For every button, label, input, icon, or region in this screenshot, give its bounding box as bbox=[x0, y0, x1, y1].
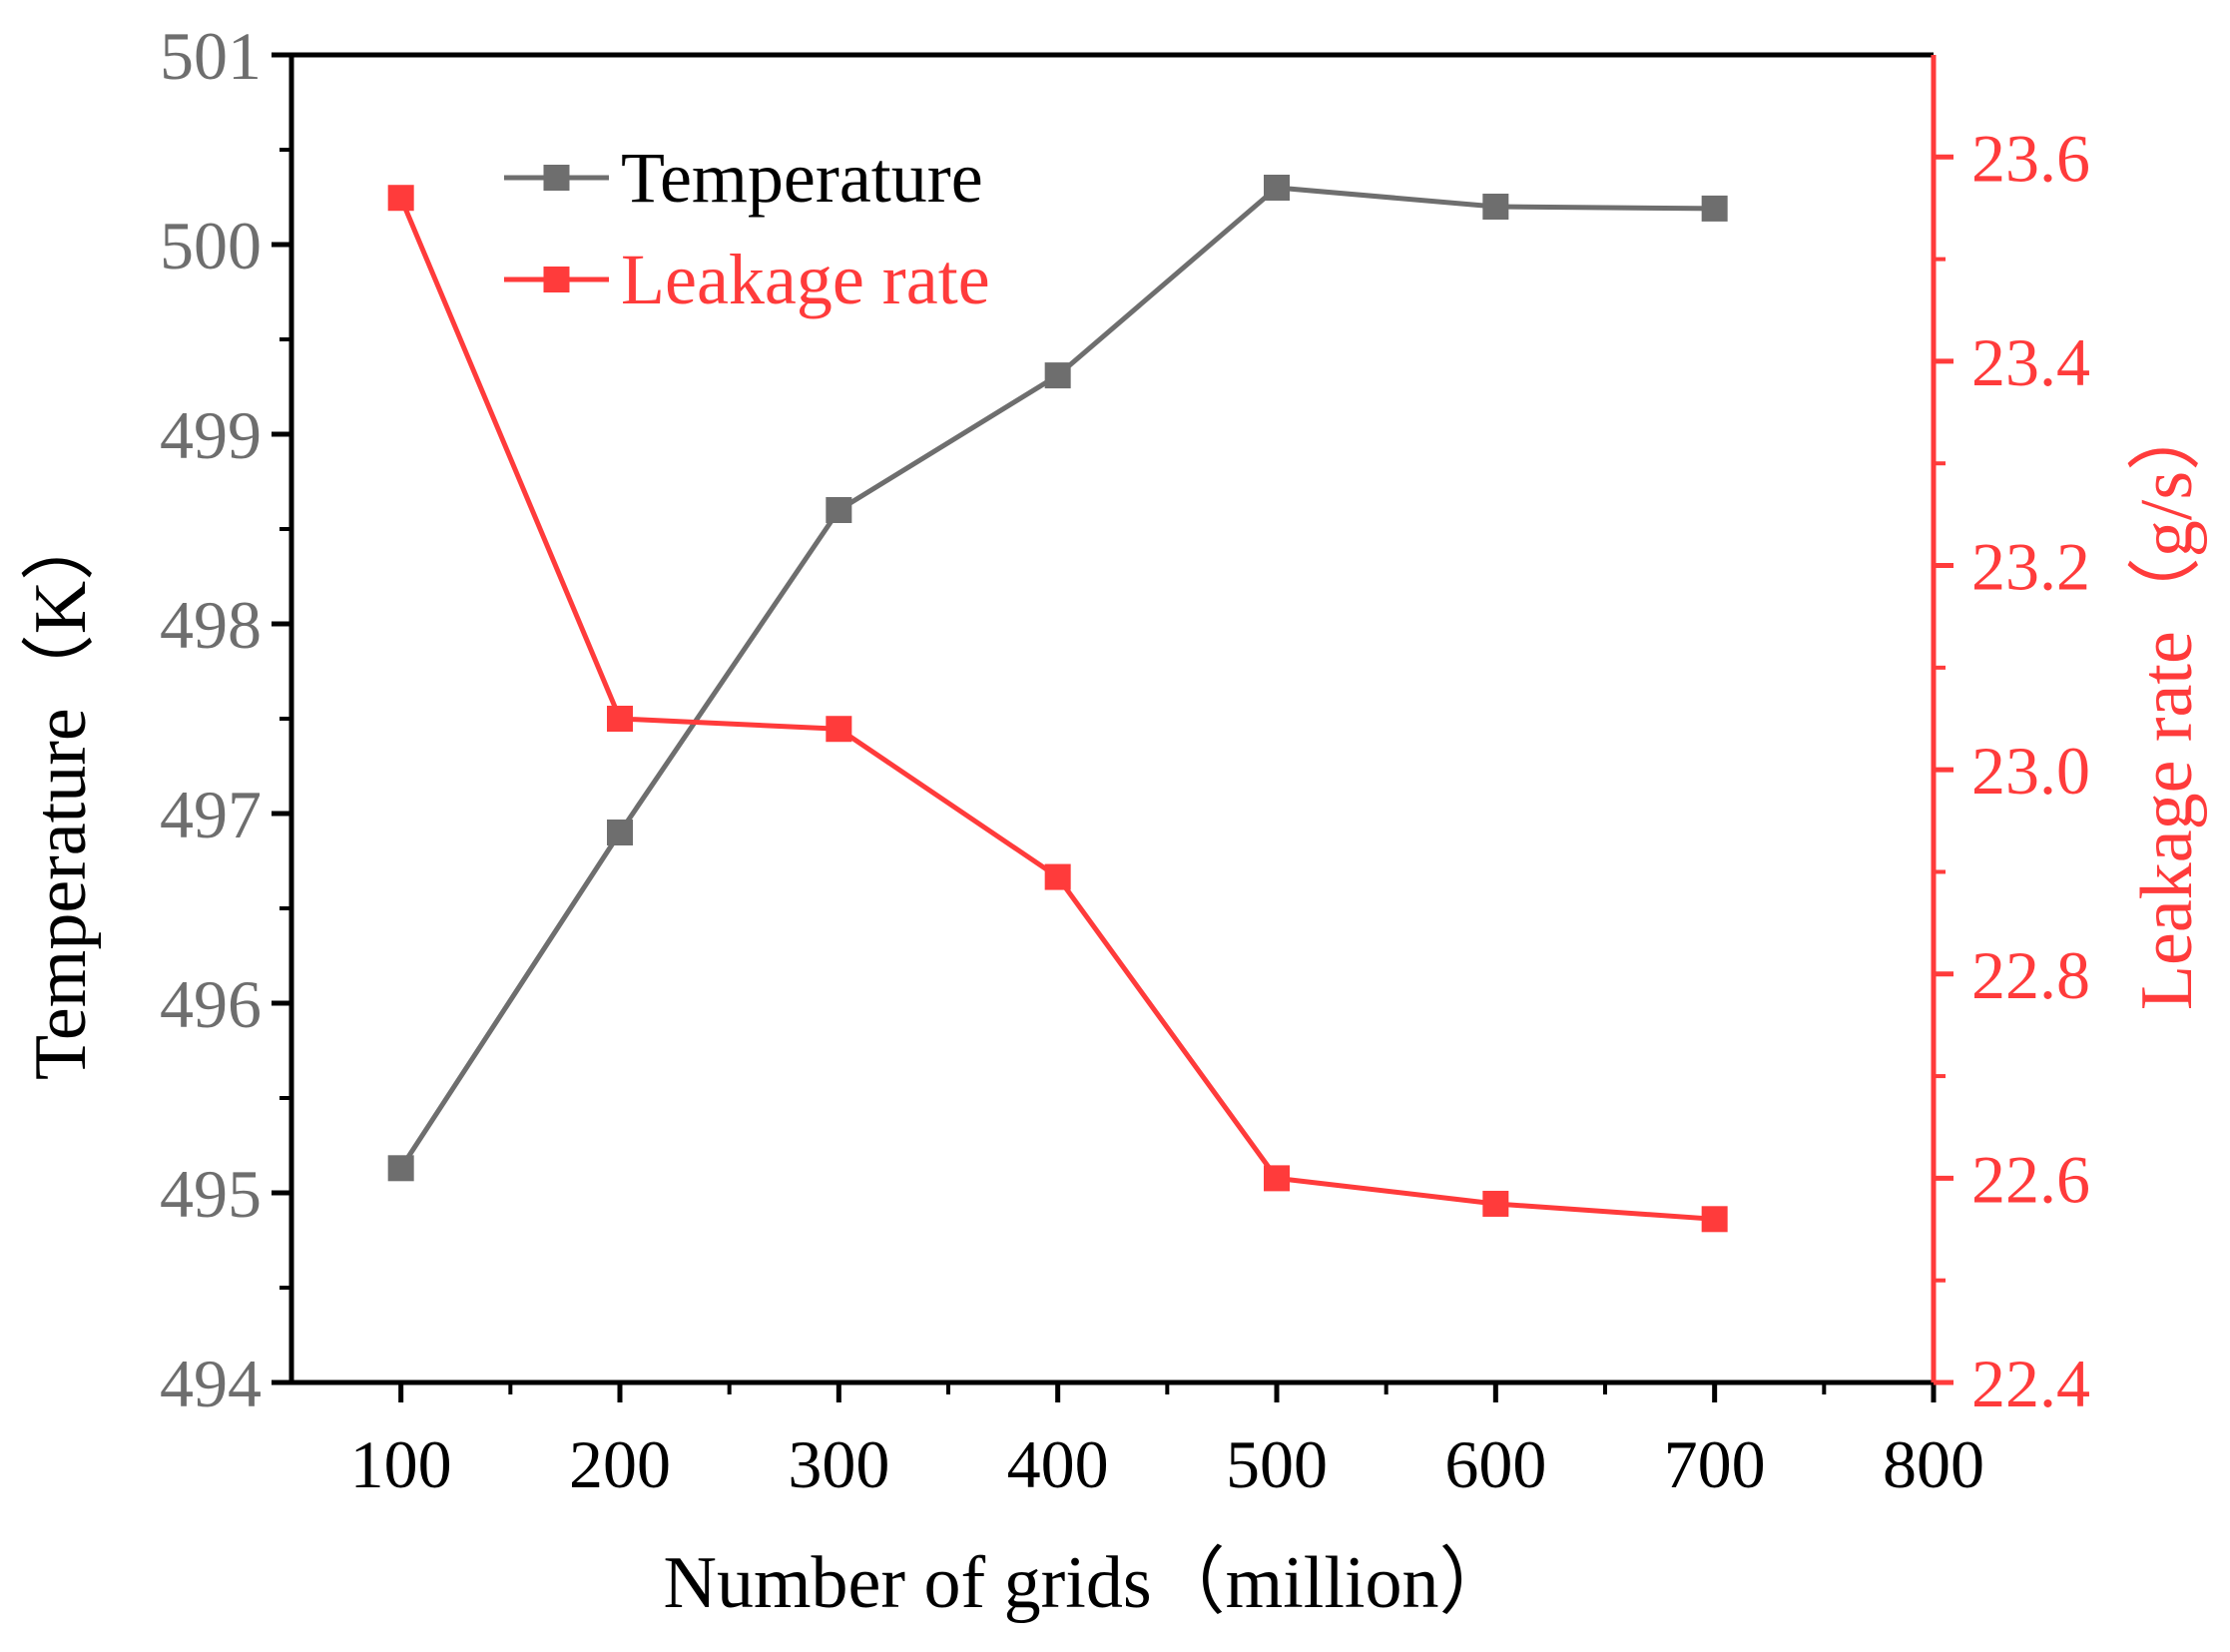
right-tick-label: 22.4 bbox=[1971, 1346, 2090, 1421]
series-line-temperature bbox=[398, 185, 1715, 1170]
left-tick-label: 495 bbox=[160, 1156, 262, 1232]
series-line-leakage-rate bbox=[398, 197, 1715, 1222]
x-tick-label: 300 bbox=[788, 1426, 889, 1502]
x-tick-label: 700 bbox=[1664, 1426, 1766, 1502]
x-tick-label: 100 bbox=[350, 1426, 452, 1502]
left-tick-label: 500 bbox=[160, 208, 262, 283]
x-axis-title: Number of grids（million） bbox=[664, 1542, 1513, 1624]
plot-frame bbox=[288, 52, 1937, 1385]
series-layer bbox=[387, 175, 1728, 1233]
legend-swatch-marker bbox=[543, 165, 570, 191]
right-axis-title: Leakage rate（g/s） bbox=[2126, 397, 2208, 1010]
x-tick-label: 400 bbox=[1007, 1426, 1109, 1502]
data-point-temperature bbox=[1482, 194, 1509, 220]
right-tick-label: 23.0 bbox=[1971, 733, 2090, 809]
left-tick-label: 497 bbox=[160, 777, 262, 852]
data-point-leakage-rate bbox=[1264, 1165, 1290, 1192]
data-point-temperature bbox=[1701, 195, 1728, 222]
axis-ticks: 100 200 300 400 500 600 700 800 494 495 496 497 498 4… bbox=[160, 18, 2090, 1502]
x-tick-label: 600 bbox=[1444, 1426, 1546, 1502]
right-tick-label: 22.6 bbox=[1971, 1141, 2090, 1217]
left-tick-label: 501 bbox=[160, 18, 262, 94]
x-tick-label: 500 bbox=[1226, 1426, 1328, 1502]
data-point-temperature bbox=[1044, 362, 1071, 389]
right-tick-label: 22.8 bbox=[1971, 937, 2090, 1013]
legend-label: Leakage rate bbox=[621, 240, 990, 319]
left-tick-label: 496 bbox=[160, 966, 262, 1042]
data-point-leakage-rate bbox=[1044, 863, 1071, 890]
data-point-temperature bbox=[826, 497, 852, 523]
x-tick-label: 800 bbox=[1883, 1426, 1984, 1502]
data-point-temperature bbox=[1264, 175, 1290, 201]
right-tick-label: 23.4 bbox=[1971, 324, 2090, 400]
x-tick-label: 200 bbox=[569, 1426, 671, 1502]
data-point-temperature bbox=[607, 820, 633, 845]
data-point-leakage-rate bbox=[607, 706, 633, 732]
legend-label: Temperature bbox=[621, 138, 983, 218]
data-point-leakage-rate bbox=[1482, 1190, 1509, 1217]
legend: Temperature Leakage rate bbox=[504, 138, 990, 319]
left-tick-label: 494 bbox=[160, 1346, 262, 1421]
right-tick-label: 23.2 bbox=[1971, 529, 2090, 605]
left-tick-label: 498 bbox=[160, 587, 262, 663]
right-tick-label: 23.6 bbox=[1971, 120, 2090, 196]
data-point-leakage-rate bbox=[826, 716, 852, 743]
left-axis-title: Temperature（K） bbox=[20, 507, 102, 1080]
data-point-temperature bbox=[387, 1155, 414, 1182]
data-point-leakage-rate bbox=[1701, 1206, 1728, 1233]
data-point-leakage-rate bbox=[387, 185, 414, 212]
left-tick-label: 499 bbox=[160, 397, 262, 473]
legend-swatch-marker bbox=[543, 267, 570, 292]
